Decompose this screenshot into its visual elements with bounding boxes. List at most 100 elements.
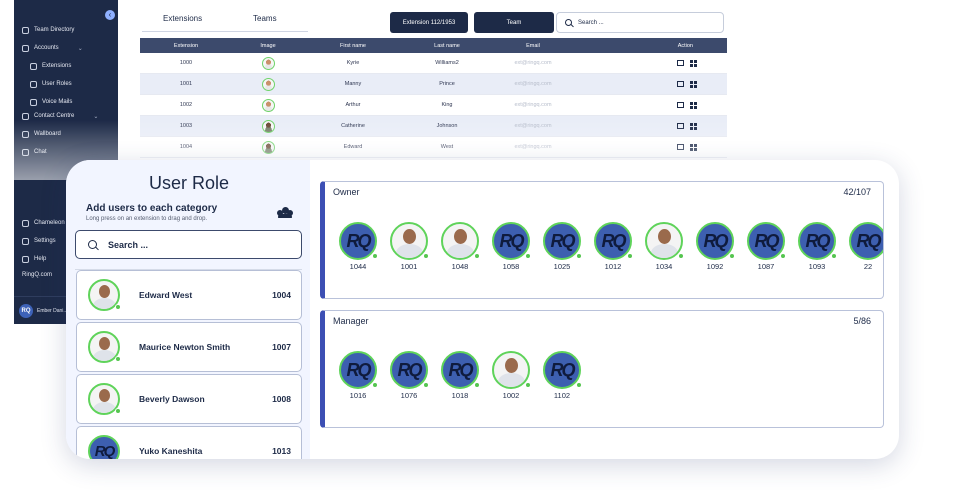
member-extension: 1001: [400, 262, 418, 271]
extensions-pane: User Role Add users to each category Lon…: [66, 160, 310, 459]
extension-card[interactable]: Maurice Newton Smith 1007: [76, 322, 302, 372]
directory-search-input[interactable]: Search ...: [556, 12, 724, 33]
extension-name: Beverly Dawson: [139, 394, 205, 404]
member-chip[interactable]: 1002: [490, 351, 532, 400]
qr-code-icon[interactable]: [690, 59, 697, 67]
avatar: RQ: [88, 435, 120, 459]
mail-icon[interactable]: [677, 143, 684, 150]
ringq-logo-icon: RQ: [550, 230, 576, 251]
member-chip[interactable]: RQ 1093: [796, 222, 838, 271]
sidebar-item-accounts[interactable]: Accounts ⌄: [22, 41, 83, 55]
table-header: Extension Image First name Last name Ema…: [140, 38, 727, 53]
users-group-icon[interactable]: [277, 207, 293, 218]
cell-first-name: Edward: [343, 144, 363, 150]
member-chip[interactable]: RQ 1016: [337, 351, 379, 400]
help-icon: [22, 255, 29, 263]
extension-card[interactable]: Beverly Dawson 1008: [76, 374, 302, 424]
mail-icon[interactable]: [677, 101, 684, 108]
mail-icon[interactable]: [677, 59, 684, 66]
voicemail-icon: [30, 98, 37, 106]
mail-icon[interactable]: [677, 122, 684, 129]
mail-icon[interactable]: [677, 80, 684, 87]
member-chip[interactable]: 1048: [439, 222, 481, 271]
avatar: RQ: [441, 351, 480, 389]
category-count: 5/86: [853, 316, 871, 326]
cell-last-name: Johnson: [436, 123, 458, 129]
avatar: [492, 351, 531, 389]
sidebar-item-ringq-link[interactable]: RingQ.com: [22, 268, 52, 282]
sidebar-item-contact-centre[interactable]: Contact Centre ⌄: [22, 109, 98, 123]
member-chip[interactable]: 1034: [643, 222, 685, 271]
sidebar-item-label: Wallboard: [34, 131, 61, 137]
ringq-logo-icon: RQ: [703, 230, 729, 251]
member-chip[interactable]: RQ 22: [847, 222, 883, 271]
tab-teams[interactable]: Teams: [253, 14, 277, 23]
sidebar-item-settings[interactable]: Settings: [22, 234, 56, 248]
sidebar-item-voice-mails[interactable]: Voice Mails: [30, 95, 72, 109]
avatar: RQ: [543, 222, 582, 260]
extension-count-button[interactable]: Extension 112/1953: [390, 12, 468, 33]
extension-card[interactable]: Edward West 1004: [76, 270, 302, 320]
member-chip[interactable]: RQ 1018: [439, 351, 481, 400]
ringq-logo-icon: RQ: [499, 230, 525, 251]
table-row[interactable]: 1000 Kyrie Williams2 ext@ringq.com: [140, 53, 727, 74]
sidebar-item-label: RingQ.com: [22, 272, 53, 278]
category-owner[interactable]: Owner 42/107 RQ 1044 1001 1048 RQ 1058 RQ 1025 RQ 1…: [320, 181, 884, 299]
pane-hint: Long press on an extension to drag and d…: [86, 216, 208, 222]
online-status-icon: [115, 304, 121, 310]
search-icon: [565, 19, 572, 26]
cell-first-name: Kyrie: [346, 60, 360, 66]
member-chip[interactable]: 1001: [388, 222, 430, 271]
extension-search-input[interactable]: Search ...: [75, 230, 302, 259]
sidebar-item-chameleon[interactable]: Chameleon: [22, 216, 65, 230]
member-chip[interactable]: RQ 1092: [694, 222, 736, 271]
ringq-logo-icon: RQ: [94, 442, 115, 460]
extension-card[interactable]: RQ Yuko Kaneshita 1013: [76, 426, 302, 459]
member-chip[interactable]: RQ 1102: [541, 351, 583, 400]
qr-code-icon[interactable]: [690, 101, 697, 109]
member-chip[interactable]: RQ 1012: [592, 222, 634, 271]
sidebar-item-help[interactable]: Help: [22, 252, 46, 266]
avatar: RQ: [390, 351, 429, 389]
cell-email: ext@ringq.com: [514, 60, 552, 66]
avatar: [261, 77, 275, 91]
qr-code-icon[interactable]: [690, 80, 697, 88]
user-role-card: User Role Add users to each category Lon…: [66, 160, 899, 459]
team-button[interactable]: Team: [474, 12, 554, 33]
collapse-sidebar-icon[interactable]: ‹: [105, 10, 115, 20]
qr-code-icon[interactable]: [690, 143, 697, 151]
cell-first-name: Manny: [344, 81, 362, 87]
avatar: RQ: [339, 351, 378, 389]
online-status-icon: [882, 253, 883, 259]
chat-icon: [22, 148, 29, 156]
qr-code-icon[interactable]: [690, 122, 697, 130]
cell-extension: 1004: [179, 144, 193, 150]
sidebar-item-wallboard[interactable]: Wallboard: [22, 127, 61, 141]
tab-extensions[interactable]: Extensions: [163, 14, 203, 23]
extension-name: Maurice Newton Smith: [139, 342, 231, 352]
member-extension: 1102: [553, 391, 571, 400]
avatar: [88, 331, 121, 363]
table-row[interactable]: 1002 Arthur King ext@ringq.com: [140, 95, 727, 116]
member-chip[interactable]: RQ 1076: [388, 351, 430, 400]
table-row[interactable]: 1003 Catherine Johnson ext@ringq.com: [140, 116, 727, 137]
sidebar-item-chat[interactable]: Chat: [22, 145, 47, 159]
table-row[interactable]: 1004 Edward West ext@ringq.com: [140, 137, 727, 158]
cell-extension: 1003: [179, 123, 193, 129]
ringq-logo-icon: RQ: [448, 359, 474, 380]
avatar: [441, 222, 480, 260]
online-status-icon: [372, 382, 378, 388]
sidebar-item-team-directory[interactable]: Team Directory: [22, 23, 74, 37]
member-chip[interactable]: RQ 1058: [490, 222, 532, 271]
sidebar-item-user-roles[interactable]: User Roles: [30, 77, 72, 91]
member-chip[interactable]: RQ 1087: [745, 222, 787, 271]
category-manager[interactable]: Manager 5/86 RQ 1016 RQ 1076 RQ 1018 1002 RQ 1102: [320, 310, 884, 428]
sidebar-item-label: Chat: [34, 149, 47, 155]
member-chip[interactable]: RQ 1044: [337, 222, 379, 271]
member-chip[interactable]: RQ 1025: [541, 222, 583, 271]
sidebar-item-extensions[interactable]: Extensions: [30, 59, 71, 73]
ringq-logo-icon: RQ: [19, 303, 33, 318]
wallboard-icon: [22, 130, 29, 138]
table-row[interactable]: 1001 Manny Prince ext@ringq.com: [140, 74, 727, 95]
